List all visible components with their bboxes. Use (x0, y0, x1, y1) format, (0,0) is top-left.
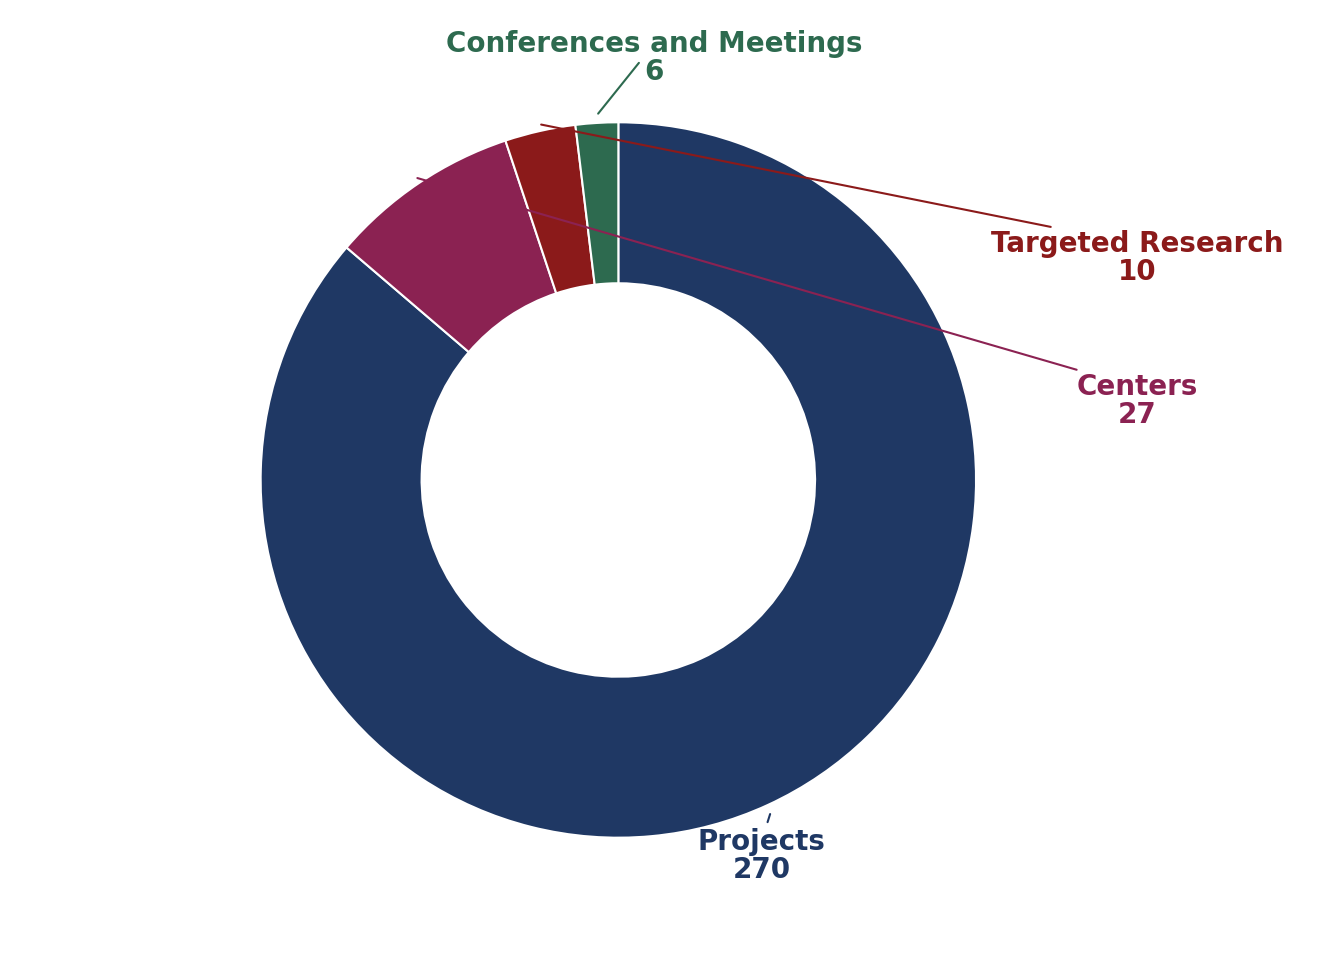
Text: Conferences and Meetings: Conferences and Meetings (446, 30, 863, 113)
Text: Centers: Centers (418, 178, 1198, 401)
Wedge shape (347, 140, 556, 352)
Text: Projects: Projects (698, 814, 825, 855)
Text: 10: 10 (1118, 258, 1156, 286)
Wedge shape (505, 125, 594, 294)
Wedge shape (261, 122, 976, 838)
Text: Targeted Research: Targeted Research (542, 125, 1284, 258)
Text: 270: 270 (732, 855, 790, 883)
Text: 27: 27 (1118, 401, 1156, 429)
Text: 6: 6 (644, 58, 664, 86)
Circle shape (422, 283, 814, 677)
Wedge shape (575, 122, 618, 285)
